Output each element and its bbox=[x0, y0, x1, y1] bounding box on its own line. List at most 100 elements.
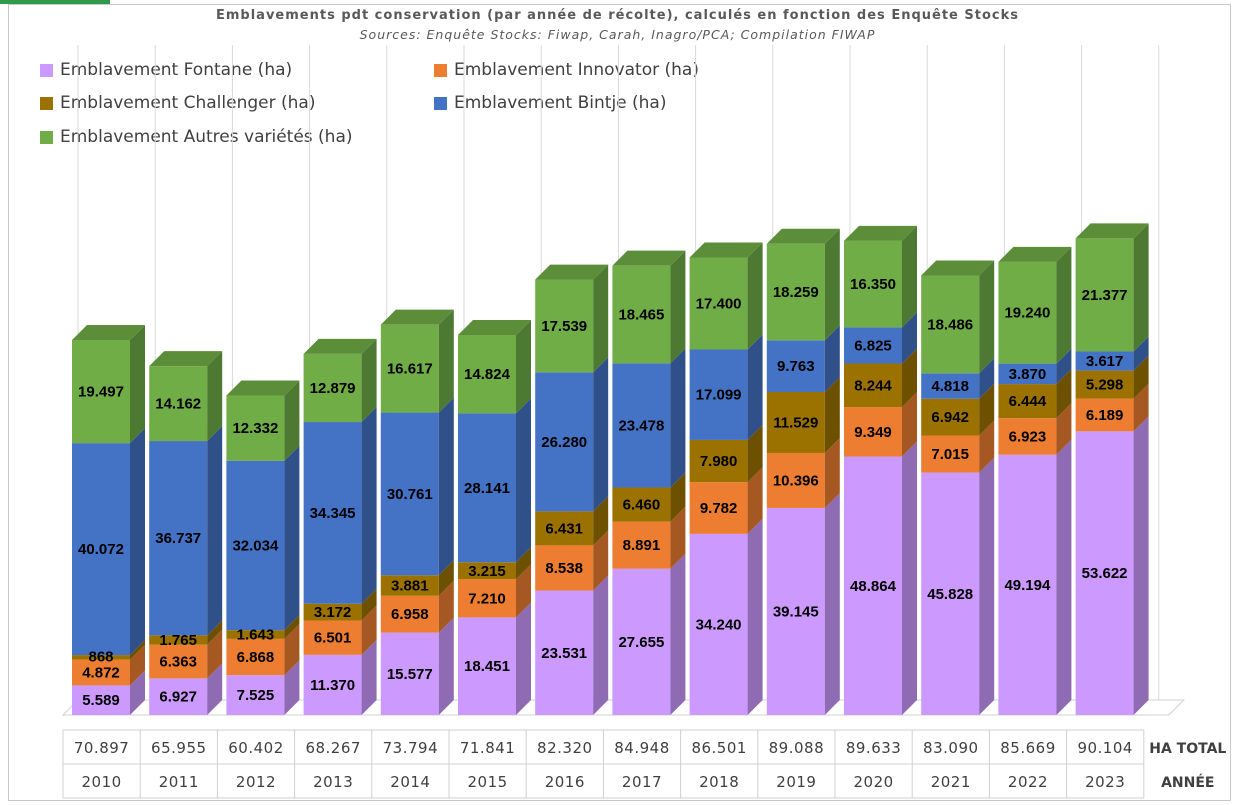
legend-swatch-bintje bbox=[434, 96, 447, 110]
bar-segment bbox=[921, 398, 980, 436]
bar-top-face bbox=[844, 225, 917, 241]
bar-segment-side bbox=[902, 312, 917, 364]
bar-top-face bbox=[458, 320, 531, 336]
bar-segment-side bbox=[670, 348, 686, 488]
bar-segment-side bbox=[593, 496, 609, 546]
bar-segment-side bbox=[130, 324, 145, 444]
bar-segment-side bbox=[747, 424, 763, 483]
bar-segment bbox=[535, 372, 594, 512]
data-label: 6.501 bbox=[314, 630, 352, 647]
bar-segment bbox=[149, 678, 208, 715]
data-label: 1.643 bbox=[237, 627, 275, 644]
bar-segment bbox=[458, 413, 516, 563]
bar-segment-side bbox=[1133, 416, 1149, 715]
bar-segment bbox=[303, 620, 362, 655]
data-label: 3.870 bbox=[1009, 366, 1047, 383]
data-label: 53.622 bbox=[1082, 565, 1128, 582]
data-label: 3.172 bbox=[314, 604, 352, 621]
bar-segment bbox=[612, 363, 671, 488]
bar-segment-side bbox=[1056, 439, 1072, 715]
bar-segment-side bbox=[979, 457, 995, 715]
bar-segment-side bbox=[438, 617, 454, 715]
table-cell: 2016 bbox=[545, 773, 585, 791]
data-label: 6.825 bbox=[854, 337, 892, 354]
data-label: 23.478 bbox=[618, 417, 664, 434]
bar-segment bbox=[998, 261, 1057, 364]
bar-segment bbox=[766, 340, 825, 392]
bar-segment bbox=[149, 366, 208, 442]
data-label: 16.617 bbox=[387, 361, 433, 378]
bar-segment bbox=[149, 441, 208, 636]
data-label: 12.332 bbox=[232, 420, 278, 437]
data-label: 6.958 bbox=[391, 606, 429, 623]
bar-segment-side bbox=[824, 228, 840, 341]
bar-segment-side bbox=[747, 334, 763, 440]
data-label: 6.444 bbox=[1009, 393, 1047, 410]
bar-segment-side bbox=[284, 445, 300, 631]
bar-segment bbox=[998, 384, 1057, 419]
bar-top-face bbox=[766, 228, 840, 244]
table-cell: 90.104 bbox=[1077, 739, 1133, 757]
data-label: 6.942 bbox=[931, 409, 969, 426]
chart-subtitle: Sources: Enquête Stocks: Fiwap, Carah, I… bbox=[359, 27, 876, 42]
bar-segment bbox=[689, 533, 748, 715]
bar-segment-side bbox=[130, 670, 145, 715]
bar-segment-side bbox=[207, 629, 223, 679]
bar-segment-side bbox=[207, 620, 223, 645]
bar-segment-side bbox=[593, 575, 609, 715]
bar-segment-side bbox=[516, 602, 531, 715]
bar-segment bbox=[149, 635, 208, 645]
bar-segment-side bbox=[284, 380, 300, 461]
bar-segment bbox=[1075, 370, 1134, 399]
bar-segment bbox=[226, 395, 285, 461]
bar-segment-side bbox=[670, 250, 686, 364]
bar-segment bbox=[1075, 351, 1134, 371]
data-label: 6.460 bbox=[623, 497, 661, 514]
data-label: 3.617 bbox=[1086, 353, 1124, 370]
bar-segment bbox=[458, 335, 516, 414]
data-label: 26.280 bbox=[541, 434, 587, 451]
bar-segment-side bbox=[670, 553, 686, 715]
bar-segment bbox=[844, 240, 902, 328]
bar-segment bbox=[303, 422, 362, 604]
data-label: 27.655 bbox=[618, 634, 664, 651]
bar-top-face bbox=[226, 380, 300, 396]
bar-segment-side bbox=[438, 397, 454, 576]
legend-label-bintje: Emblavement Bintje (ha) bbox=[454, 93, 667, 113]
bar-segment bbox=[458, 617, 516, 715]
data-label: 11.529 bbox=[773, 414, 818, 431]
bar-segment-side bbox=[593, 264, 609, 373]
bar-segment bbox=[380, 595, 439, 633]
table-cell: 60.402 bbox=[228, 739, 284, 757]
data-label: 18.451 bbox=[464, 658, 510, 675]
bar-segment bbox=[226, 638, 285, 676]
data-label: 6.431 bbox=[545, 520, 583, 537]
bar-segment-side bbox=[130, 640, 145, 660]
bar-segment-side bbox=[438, 309, 454, 413]
bar-top-face bbox=[612, 250, 686, 266]
bar-segment-side bbox=[824, 325, 840, 392]
bar-segment-side bbox=[130, 428, 145, 656]
bar-segment bbox=[766, 391, 825, 453]
legend-swatch-innovator bbox=[434, 63, 447, 77]
bar-segment-side bbox=[902, 392, 917, 457]
bar-segment-side bbox=[361, 407, 377, 604]
data-label: 4.818 bbox=[931, 378, 969, 395]
table-cell: 2010 bbox=[82, 773, 122, 791]
table-cell: 2012 bbox=[236, 773, 276, 791]
table-row-header: ANNÉE bbox=[1161, 774, 1214, 791]
data-label: 15.577 bbox=[387, 666, 433, 683]
data-label: 7.525 bbox=[237, 687, 275, 704]
data-label: 18.465 bbox=[618, 307, 664, 324]
data-label: 17.400 bbox=[696, 295, 742, 312]
legend-item-innovator: Emblavement Innovator (ha) bbox=[434, 60, 699, 80]
data-label: 8.891 bbox=[623, 537, 661, 554]
table-cell: 2021 bbox=[931, 773, 971, 791]
bar-segment bbox=[844, 407, 902, 457]
table-cell: 2013 bbox=[313, 773, 353, 791]
table-cell: 89.633 bbox=[846, 739, 902, 757]
data-label: 39.145 bbox=[773, 603, 819, 620]
bar-segment-side bbox=[902, 225, 917, 328]
bar-segment bbox=[535, 590, 594, 715]
data-label: 17.539 bbox=[541, 318, 587, 335]
